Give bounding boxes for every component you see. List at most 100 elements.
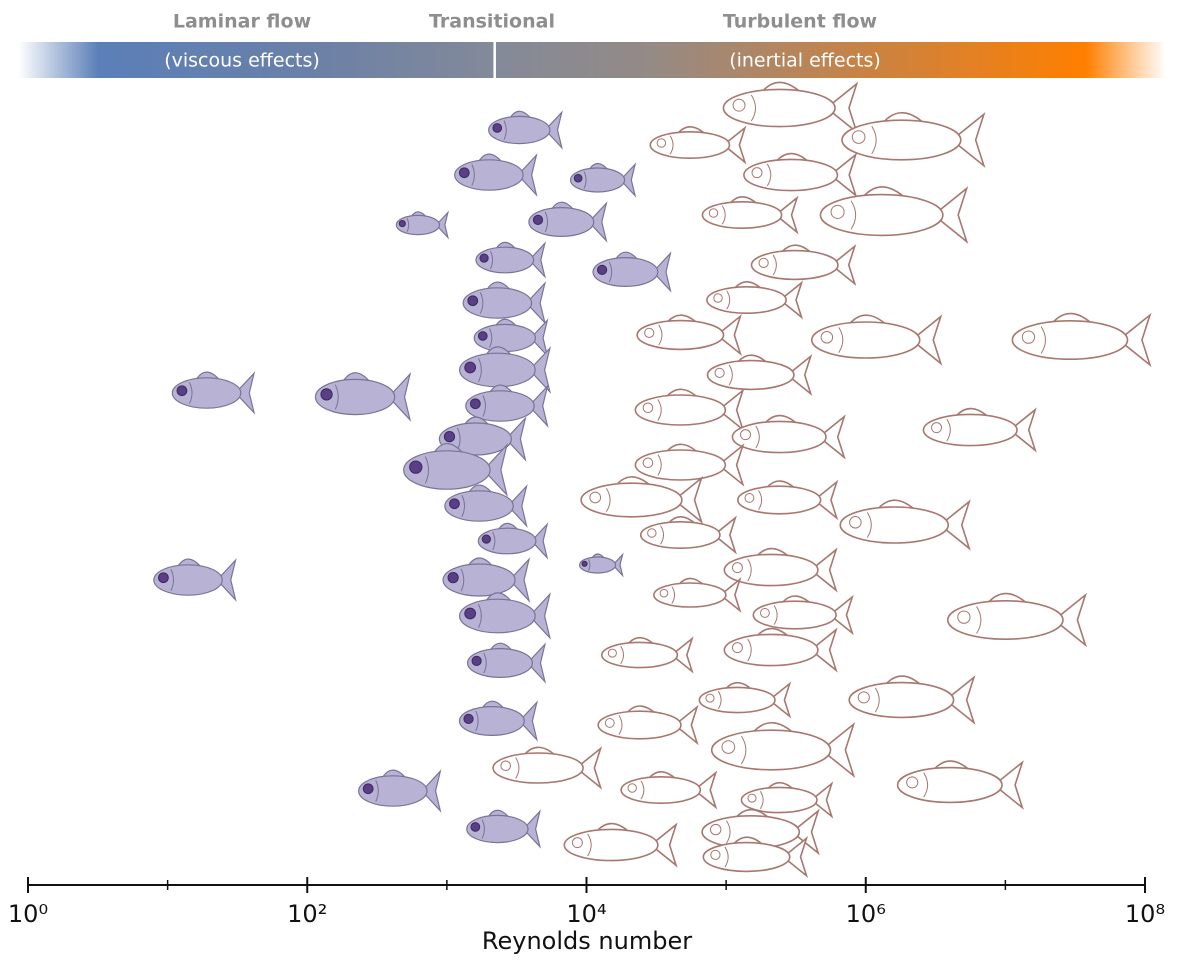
fish: [571, 163, 636, 195]
fish-eye: [501, 761, 511, 771]
fish-eye: [582, 561, 587, 566]
fish-eye: [709, 209, 717, 217]
x-tick-label: 10²: [287, 900, 327, 928]
fish: [459, 701, 536, 740]
fish-eye: [657, 139, 665, 147]
fish-eye: [648, 529, 656, 537]
fish-eye: [159, 573, 169, 583]
fish-eye: [907, 777, 918, 788]
fish: [598, 706, 697, 743]
fish: [702, 197, 797, 232]
turbulent-label: Turbulent flow: [723, 11, 877, 33]
viscous-label: (viscous effects): [164, 50, 320, 72]
fish: [724, 629, 836, 671]
fish-eye: [745, 494, 754, 503]
fish-eye: [493, 124, 502, 133]
fish: [602, 638, 692, 672]
fish: [489, 111, 562, 147]
fish-eye: [645, 328, 654, 337]
x-axis-title: Reynolds number: [482, 927, 692, 955]
fish-eye: [741, 430, 751, 440]
fish: [529, 202, 606, 241]
fish: [840, 500, 969, 548]
fish-eye: [448, 572, 458, 582]
fish-eye: [572, 838, 582, 848]
fish-eye: [597, 265, 606, 274]
fish: [753, 596, 852, 633]
chart: Laminar flow Transitional Turbulent flow…: [0, 0, 1183, 964]
fish: [478, 523, 547, 557]
fish: [443, 558, 529, 601]
fish-eye: [478, 332, 487, 341]
fish: [650, 127, 745, 162]
fish: [445, 485, 527, 526]
fish: [580, 554, 623, 575]
fish: [898, 761, 1023, 808]
fish: [738, 481, 837, 518]
fish: [468, 643, 545, 682]
fish-eye: [605, 719, 614, 728]
x-tick-label: 10⁴: [566, 900, 606, 928]
fish-eye: [761, 609, 770, 618]
fish-eye: [608, 649, 616, 657]
fish-eye: [660, 589, 668, 597]
fish-eye: [1022, 331, 1034, 343]
fish: [752, 245, 855, 284]
fish: [1012, 314, 1150, 365]
fish: [635, 389, 743, 429]
fish: [621, 772, 716, 807]
fish: [842, 113, 984, 166]
fish: [641, 517, 736, 552]
fish-eye: [732, 563, 742, 573]
fish-eye: [711, 850, 720, 859]
fish: [699, 683, 789, 717]
fish: [654, 578, 740, 610]
fish: [493, 747, 601, 787]
fish: [476, 242, 545, 276]
fish: [812, 315, 941, 363]
fish-eye: [628, 784, 636, 792]
fish: [172, 372, 254, 413]
fish-eye: [480, 254, 488, 262]
fish: [948, 594, 1086, 645]
fish-eye: [714, 294, 722, 302]
fish-eye: [450, 499, 460, 509]
fish-eye: [470, 399, 480, 409]
fish-eye: [715, 368, 724, 377]
fish-eye: [733, 99, 745, 111]
fish-eye: [711, 824, 721, 834]
fish-eye: [858, 692, 869, 703]
fish-eye: [590, 492, 601, 503]
fish-eye: [482, 535, 490, 543]
laminar-label: Laminar flow: [173, 11, 311, 33]
fish-eye: [533, 215, 542, 224]
fish-eye: [643, 403, 653, 413]
fish-eye: [464, 714, 473, 723]
fish-eye: [722, 741, 735, 754]
x-tick-label: 10⁰: [8, 900, 48, 928]
fish-eye: [444, 431, 454, 441]
fish-eye: [850, 517, 862, 529]
fish-eye: [410, 461, 422, 473]
fish: [744, 154, 856, 196]
fish-eye: [932, 423, 942, 433]
fish-eye: [471, 823, 480, 832]
fish-eye: [472, 656, 481, 665]
transitional-label: Transitional: [429, 11, 555, 33]
fish: [707, 282, 802, 317]
fish: [474, 319, 547, 355]
fish: [820, 187, 966, 242]
fish-eye: [821, 332, 833, 344]
fish: [455, 154, 537, 195]
fish-eye: [459, 168, 469, 178]
fish: [724, 549, 836, 591]
fish-eye: [574, 174, 582, 182]
fish: [315, 373, 410, 420]
fish: [359, 770, 441, 811]
fish-eye: [958, 611, 970, 623]
x-tick-label: 10⁶: [846, 900, 886, 928]
fish-eye: [732, 643, 742, 653]
fish-eye: [399, 220, 405, 226]
fish: [732, 416, 844, 458]
fish-eye: [643, 458, 653, 468]
